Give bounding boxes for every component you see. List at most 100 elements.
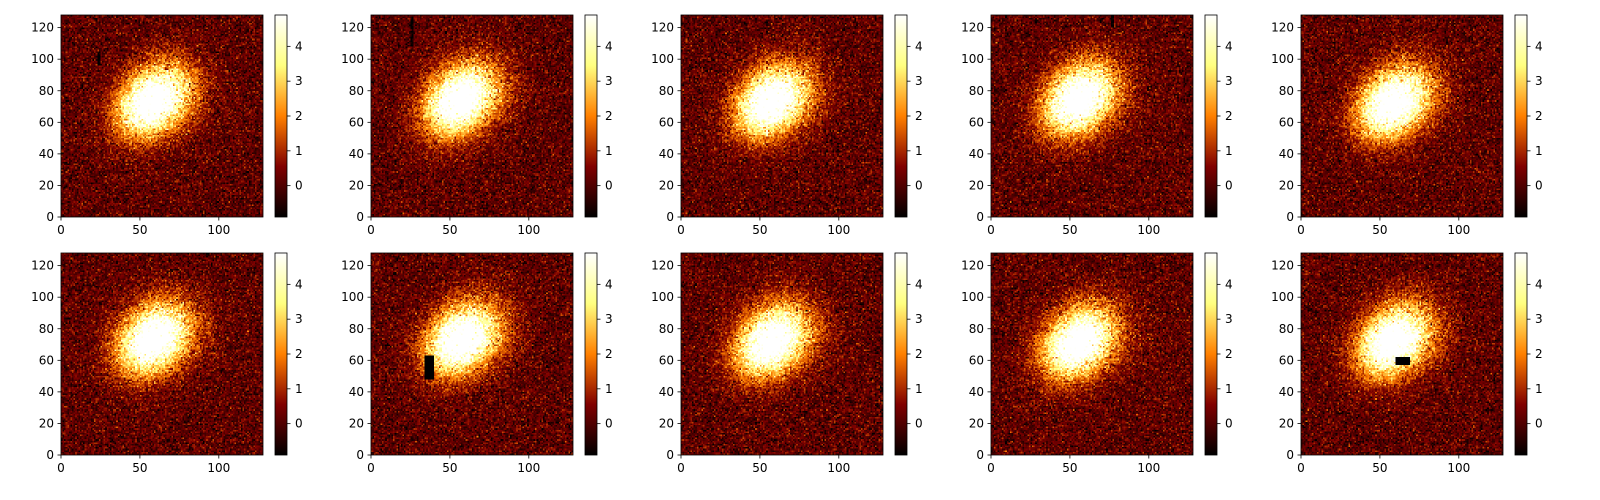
colorbar-tick-label: 3 bbox=[605, 74, 613, 88]
heatmap-image bbox=[371, 15, 573, 217]
axes-frame bbox=[1300, 252, 1504, 456]
y-tick-label: 120 bbox=[961, 259, 984, 273]
colorbar-tick-label: 0 bbox=[1535, 417, 1543, 431]
colorbar-tick-label: 2 bbox=[1535, 109, 1543, 123]
x-tick-label: 100 bbox=[1447, 461, 1470, 475]
colorbar-tick-label: 0 bbox=[915, 417, 923, 431]
y-tick-label: 0 bbox=[356, 448, 364, 462]
y-tick-label: 60 bbox=[39, 353, 54, 367]
y-tick-label: 40 bbox=[349, 385, 364, 399]
colorbar-tick-label: 4 bbox=[915, 39, 923, 53]
y-tick-label: 60 bbox=[349, 115, 364, 129]
x-tick-label: 50 bbox=[1062, 461, 1077, 475]
y-tick-label: 40 bbox=[349, 147, 364, 161]
colorbar-tick-label: 3 bbox=[915, 312, 923, 326]
y-tick-label: 120 bbox=[961, 21, 984, 35]
y-tick-label: 80 bbox=[349, 84, 364, 98]
heatmap-image bbox=[991, 253, 1193, 455]
y-tick-label: 40 bbox=[659, 147, 674, 161]
axes-frame bbox=[990, 14, 1194, 218]
y-tick-label: 0 bbox=[976, 210, 984, 224]
colorbar-tick-label: 2 bbox=[605, 347, 613, 361]
x-tick-label: 100 bbox=[827, 223, 850, 237]
colorbar-tick-label: 4 bbox=[605, 39, 613, 53]
panel-1-1: 0 50 100 0 20 40 60 80 100 120 0 1 2 3 4 bbox=[341, 252, 613, 475]
colorbar-tick-label: 3 bbox=[1225, 312, 1233, 326]
x-tick-label: 50 bbox=[442, 223, 457, 237]
y-tick-label: 80 bbox=[1279, 322, 1294, 336]
panel-0-1: 0 50 100 0 20 40 60 80 100 120 0 1 2 3 4 bbox=[341, 14, 613, 237]
x-tick-label: 0 bbox=[367, 223, 375, 237]
axes-frame bbox=[680, 14, 884, 218]
x-tick-label: 0 bbox=[1297, 223, 1305, 237]
y-tick-label: 80 bbox=[659, 322, 674, 336]
colorbar-tick-label: 3 bbox=[915, 74, 923, 88]
axes-frame bbox=[680, 252, 884, 456]
colorbar-tick-label: 1 bbox=[1225, 144, 1233, 158]
x-tick-label: 0 bbox=[677, 223, 685, 237]
x-tick-label: 50 bbox=[442, 461, 457, 475]
x-tick-label: 100 bbox=[207, 223, 230, 237]
y-tick-label: 0 bbox=[976, 448, 984, 462]
y-tick-label: 40 bbox=[969, 147, 984, 161]
colorbar bbox=[584, 252, 598, 456]
colorbar-tick-label: 4 bbox=[1535, 277, 1543, 291]
colorbar-tick-label: 1 bbox=[605, 144, 613, 158]
y-tick-label: 100 bbox=[651, 290, 674, 304]
y-tick-label: 120 bbox=[651, 259, 674, 273]
y-tick-label: 100 bbox=[961, 290, 984, 304]
y-tick-label: 100 bbox=[961, 52, 984, 66]
colorbar-tick-label: 0 bbox=[1225, 417, 1233, 431]
heatmap-image bbox=[61, 15, 263, 217]
colorbar-tick-label: 2 bbox=[1225, 109, 1233, 123]
colorbar-tick-label: 2 bbox=[295, 109, 303, 123]
y-tick-label: 120 bbox=[31, 21, 54, 35]
colorbar bbox=[584, 14, 598, 218]
y-tick-label: 100 bbox=[1271, 52, 1294, 66]
colorbar-tick-label: 0 bbox=[1225, 179, 1233, 193]
panel-1-3: 0 50 100 0 20 40 60 80 100 120 0 1 2 3 4 bbox=[961, 252, 1233, 475]
colorbar-tick-label: 3 bbox=[1535, 312, 1543, 326]
heatmap-image bbox=[991, 15, 1193, 217]
x-tick-label: 50 bbox=[132, 461, 147, 475]
colorbar bbox=[894, 252, 908, 456]
y-tick-label: 100 bbox=[31, 290, 54, 304]
y-tick-label: 0 bbox=[46, 448, 54, 462]
y-tick-label: 60 bbox=[969, 353, 984, 367]
colorbar-tick-label: 3 bbox=[295, 74, 303, 88]
axes-frame bbox=[370, 252, 574, 456]
colorbar bbox=[1204, 252, 1218, 456]
y-tick-label: 40 bbox=[1279, 147, 1294, 161]
heatmap-image bbox=[681, 15, 883, 217]
y-tick-label: 0 bbox=[46, 210, 54, 224]
y-tick-label: 120 bbox=[1271, 21, 1294, 35]
y-tick-label: 40 bbox=[39, 385, 54, 399]
colorbar bbox=[274, 252, 288, 456]
y-tick-label: 100 bbox=[31, 52, 54, 66]
colorbar-tick-label: 2 bbox=[915, 109, 923, 123]
colorbar bbox=[894, 14, 908, 218]
x-tick-label: 50 bbox=[132, 223, 147, 237]
colorbar-tick-label: 3 bbox=[605, 312, 613, 326]
colorbar-tick-label: 2 bbox=[1535, 347, 1543, 361]
colorbar-tick-label: 1 bbox=[1535, 382, 1543, 396]
y-tick-label: 80 bbox=[1279, 84, 1294, 98]
colorbar-tick-label: 0 bbox=[295, 179, 303, 193]
heatmap-image bbox=[1301, 253, 1503, 455]
y-tick-label: 20 bbox=[969, 178, 984, 192]
y-tick-label: 20 bbox=[349, 178, 364, 192]
panel-0-2: 0 50 100 0 20 40 60 80 100 120 0 1 2 3 4 bbox=[651, 14, 923, 237]
axes-frame bbox=[1300, 14, 1504, 218]
y-tick-label: 120 bbox=[31, 259, 54, 273]
colorbar-tick-label: 2 bbox=[1225, 347, 1233, 361]
colorbar-tick-label: 2 bbox=[605, 109, 613, 123]
y-tick-label: 80 bbox=[349, 322, 364, 336]
colorbar-tick-label: 0 bbox=[295, 417, 303, 431]
colorbar bbox=[1514, 14, 1528, 218]
x-tick-label: 0 bbox=[987, 223, 995, 237]
colorbar-tick-label: 1 bbox=[1225, 382, 1233, 396]
colorbar-tick-label: 4 bbox=[605, 277, 613, 291]
panel-0-0: 0 50 100 0 20 40 60 80 100 120 0 1 2 3 4 bbox=[31, 14, 303, 237]
y-tick-label: 80 bbox=[39, 84, 54, 98]
